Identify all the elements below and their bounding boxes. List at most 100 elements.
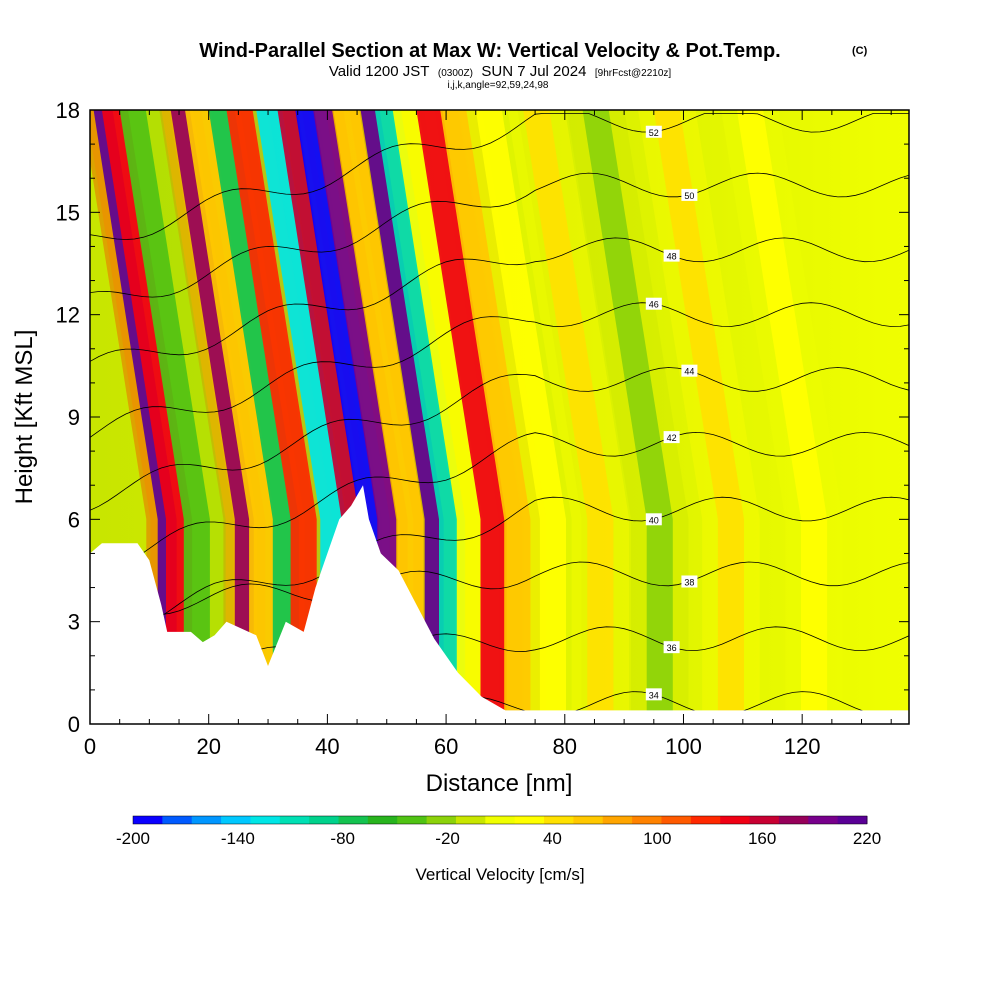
x-tick-labels: 0 20 40 60 80 100 120 bbox=[84, 734, 821, 759]
subtitle-utc: (0300Z) bbox=[438, 68, 473, 79]
terrain-mask bbox=[90, 485, 909, 724]
colorbar-tick-label: 160 bbox=[748, 829, 776, 848]
colorbar-swatch bbox=[749, 816, 780, 824]
velocity-band bbox=[101, 110, 193, 724]
copyright-mark: (C) bbox=[852, 45, 868, 57]
colorbar-swatch bbox=[544, 816, 574, 824]
y-tick-label: 18 bbox=[56, 98, 80, 123]
y-tick-label: 6 bbox=[68, 507, 80, 532]
theta-contour bbox=[90, 367, 909, 511]
velocity-band bbox=[119, 110, 210, 724]
colorbar-swatch bbox=[133, 816, 163, 824]
velocity-band bbox=[440, 110, 531, 724]
y-tick-label: 0 bbox=[68, 712, 80, 737]
velocity-band bbox=[653, 110, 744, 724]
colorbar-tick-label: 220 bbox=[853, 829, 881, 848]
svg-text:44: 44 bbox=[684, 367, 694, 377]
subtitle-forecast: [9hrFcst@2210z] bbox=[595, 68, 672, 79]
y-tick-label: 3 bbox=[68, 610, 80, 635]
x-tick-label: 100 bbox=[665, 734, 702, 759]
svg-text:52: 52 bbox=[649, 128, 659, 138]
velocity-band bbox=[333, 110, 424, 724]
theta-contour-label: 42 bbox=[663, 431, 680, 444]
theta-contour-label: 48 bbox=[663, 249, 680, 262]
chart-subtitle: Valid 1200 JST (0300Z) SUN 7 Jul 2024 [9… bbox=[329, 63, 672, 80]
colorbar-swatch bbox=[514, 816, 545, 824]
theta-contour bbox=[90, 561, 909, 615]
svg-text:50: 50 bbox=[684, 191, 694, 201]
x-tick-label: 40 bbox=[315, 734, 339, 759]
theta-contour-label: 36 bbox=[663, 641, 680, 654]
colorbar-swatch bbox=[778, 816, 809, 824]
colorbar-swatch bbox=[309, 816, 340, 824]
x-tick-label: 60 bbox=[434, 734, 458, 759]
theta-contour-label: 52 bbox=[645, 125, 662, 138]
svg-text:42: 42 bbox=[667, 433, 677, 443]
colorbar-swatch bbox=[367, 816, 398, 824]
velocity-band bbox=[226, 110, 317, 724]
colorbar bbox=[132, 815, 868, 825]
colorbar-tick-label: -80 bbox=[330, 829, 355, 848]
colorbar-swatch bbox=[602, 816, 633, 824]
colorbar-tick-label: 100 bbox=[643, 829, 671, 848]
colorbar-swatch bbox=[162, 816, 193, 824]
theta-contour-label: 38 bbox=[681, 575, 698, 588]
subtitle-date: SUN 7 Jul 2024 bbox=[481, 63, 586, 80]
colorbar-swatch bbox=[661, 816, 692, 824]
y-axis-label: Height [Kft MSL] bbox=[11, 330, 38, 505]
theta-contour-label: 40 bbox=[645, 513, 662, 526]
velocity-band bbox=[185, 110, 276, 724]
y-tick-label: 15 bbox=[56, 200, 80, 225]
colorbar-tick-labels: -200 -140 -80 -20 40 100 160 220 bbox=[116, 829, 881, 848]
x-tick-label: 120 bbox=[784, 734, 821, 759]
theta-contour bbox=[90, 302, 909, 438]
plot-area: 34 36 38 40 42 44 46 48 50 52 bbox=[90, 110, 909, 724]
theta-contour-label: 50 bbox=[681, 188, 698, 201]
velocity-band bbox=[392, 110, 483, 724]
y-tick-labels: 0 3 6 9 12 15 18 bbox=[56, 98, 80, 737]
colorbar-swatch bbox=[250, 816, 281, 824]
colorbar-swatch bbox=[455, 816, 486, 824]
colorbar-swatch bbox=[632, 816, 662, 824]
velocity-band bbox=[475, 110, 566, 724]
theta-contour bbox=[90, 431, 909, 574]
colorbar-tick-label: 40 bbox=[543, 829, 562, 848]
velocity-band bbox=[523, 110, 614, 724]
theta-contour bbox=[90, 496, 909, 631]
colorbar-swatch bbox=[221, 816, 251, 824]
velocity-band bbox=[208, 110, 299, 724]
theta-contours bbox=[90, 113, 909, 721]
x-tick-label: 20 bbox=[196, 734, 220, 759]
y-tick-label: 12 bbox=[56, 303, 80, 328]
axis-ticks bbox=[89, 109, 909, 725]
colorbar-label: Vertical Velocity [cm/s] bbox=[415, 865, 584, 884]
velocity-bands bbox=[90, 110, 843, 724]
grid-indices: i,j,k,angle=92,59,24,98 bbox=[448, 80, 549, 91]
theta-contour bbox=[90, 172, 909, 298]
theta-contour-label: 34 bbox=[645, 688, 662, 701]
x-tick-label: 0 bbox=[84, 734, 96, 759]
svg-text:38: 38 bbox=[684, 577, 694, 587]
svg-text:36: 36 bbox=[667, 643, 677, 653]
colorbar-swatch bbox=[338, 816, 369, 824]
colorbar-swatch bbox=[808, 816, 839, 824]
colorbar-frame bbox=[132, 815, 868, 825]
chart-title: Wind-Parallel Section at Max W: Vertical… bbox=[199, 40, 780, 62]
svg-text:34: 34 bbox=[649, 690, 659, 700]
colorbar-swatch bbox=[573, 816, 604, 824]
colorbar-tick-label: -20 bbox=[435, 829, 460, 848]
velocity-band bbox=[416, 110, 507, 724]
x-tick-label: 80 bbox=[553, 734, 577, 759]
velocity-band bbox=[736, 110, 828, 724]
velocity-band bbox=[374, 110, 466, 724]
theta-contour-label: 46 bbox=[645, 297, 662, 310]
theta-contour bbox=[90, 237, 909, 362]
theta-contour-labels: 34 36 38 40 42 44 46 48 50 52 bbox=[645, 125, 698, 701]
colorbar-swatch bbox=[279, 816, 310, 824]
y-tick-label: 9 bbox=[68, 405, 80, 430]
x-axis-label: Distance [nm] bbox=[426, 770, 573, 797]
svg-text:40: 40 bbox=[649, 515, 659, 525]
theta-contour-label: 44 bbox=[681, 364, 698, 377]
svg-text:48: 48 bbox=[667, 252, 677, 262]
